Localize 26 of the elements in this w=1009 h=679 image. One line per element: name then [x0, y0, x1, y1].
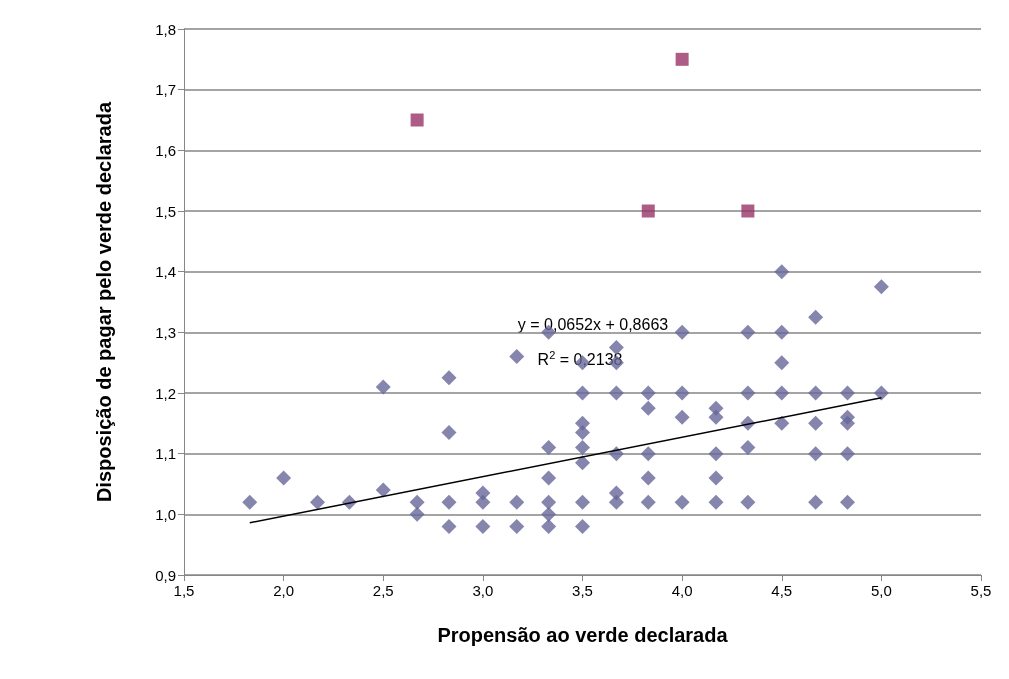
y-tick-label: 1,8: [155, 20, 176, 38]
x-tick-label: 2,5: [372, 582, 394, 599]
annotation: y = 0,0652x + 0,8663: [517, 315, 669, 333]
x-tick-label: 1,5: [173, 582, 195, 599]
x-tick-label: 3,0: [472, 582, 494, 599]
x-axis-title: Propensão ao verde declarada: [437, 624, 729, 646]
point: [675, 52, 689, 66]
y-tick-label: 1,7: [155, 81, 176, 99]
point: [410, 113, 424, 127]
x-tick-label: 4,0: [671, 582, 693, 599]
y-tick-label: 1,3: [155, 323, 176, 341]
x-tick-label: 5,0: [870, 582, 892, 599]
y-tick-label: 1,5: [155, 202, 176, 220]
y-tick-label: 1,0: [155, 505, 176, 523]
y-tick-label: 0,9: [155, 566, 176, 584]
y-axis-title: Disposição de pagar pelo verde declarada: [93, 101, 115, 503]
point: [641, 204, 655, 218]
x-tick-label: 5,5: [970, 582, 992, 599]
x-tick-label: 4,5: [771, 582, 793, 599]
point: [741, 204, 755, 218]
x-tick-label: 3,5: [572, 582, 593, 599]
x-tick-label: 2,0: [273, 582, 295, 599]
y-tick-label: 1,1: [155, 445, 176, 463]
y-tick-label: 1,6: [155, 141, 176, 159]
y-tick-label: 1,2: [155, 384, 176, 402]
y-tick-label: 1,4: [155, 263, 176, 281]
